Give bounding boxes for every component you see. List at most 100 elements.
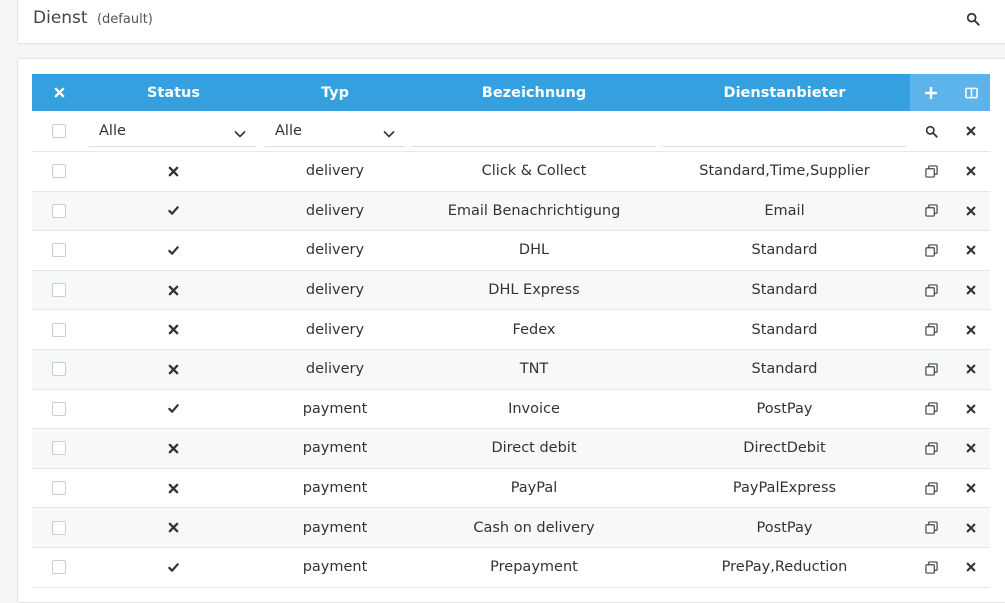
- column-header-typ[interactable]: Typ: [320, 84, 349, 101]
- row-checkbox[interactable]: [52, 481, 66, 496]
- delete-button[interactable]: [952, 548, 990, 587]
- row-typ: payment: [302, 400, 368, 417]
- delete-button[interactable]: [952, 469, 990, 508]
- table-row[interactable]: payment Cash on delivery PostPay: [32, 508, 990, 548]
- table-row[interactable]: payment Invoice PostPay: [32, 390, 990, 430]
- delete-button[interactable]: [952, 192, 990, 231]
- close-icon: [966, 562, 976, 572]
- delete-button[interactable]: [952, 390, 990, 429]
- row-checkbox[interactable]: [52, 203, 66, 218]
- copy-button[interactable]: [910, 548, 952, 587]
- typ-filter-select[interactable]: Alle: [265, 115, 405, 147]
- row-status: [86, 508, 261, 547]
- copy-button[interactable]: [910, 390, 952, 429]
- bezeichnung-filter-input[interactable]: [412, 115, 656, 147]
- clear-selection-button[interactable]: [32, 74, 86, 111]
- delete-button[interactable]: [952, 271, 990, 310]
- delete-button[interactable]: [952, 310, 990, 349]
- row-status: [86, 231, 261, 270]
- filter-search-button[interactable]: [910, 111, 952, 151]
- service-header-card: Dienst (default): [17, 0, 1005, 44]
- table-row[interactable]: payment PayPal PayPalExpress: [32, 469, 990, 509]
- close-icon: [168, 483, 179, 494]
- row-typ: delivery: [305, 163, 365, 180]
- row-status: [86, 469, 261, 508]
- columns-button[interactable]: [952, 74, 990, 111]
- copy-button[interactable]: [910, 152, 952, 191]
- row-select-cell: [32, 231, 86, 270]
- row-dienstanbieter: PrePay,Reduction: [721, 559, 848, 576]
- row-status: [86, 310, 261, 349]
- row-bezeichnung: Direct debit: [491, 440, 577, 457]
- close-icon: [168, 166, 179, 177]
- copy-button[interactable]: [910, 429, 952, 468]
- copy-icon: [924, 363, 938, 376]
- copy-icon: [924, 561, 938, 574]
- close-icon: [966, 364, 976, 374]
- row-status: [86, 271, 261, 310]
- column-header-dienstanbieter[interactable]: Dienstanbieter: [723, 84, 846, 101]
- row-dienstanbieter: PostPay: [756, 519, 813, 536]
- search-icon: [925, 125, 938, 138]
- close-icon: [966, 325, 976, 335]
- row-bezeichnung: Email Benachrichtigung: [447, 202, 621, 219]
- row-checkbox[interactable]: [52, 362, 66, 377]
- row-select-cell: [32, 508, 86, 547]
- table-row[interactable]: delivery TNT Standard: [32, 349, 990, 390]
- copy-button[interactable]: [910, 271, 952, 310]
- chevron-down-icon: [383, 126, 395, 138]
- table-row[interactable]: delivery Fedex Standard: [32, 310, 990, 350]
- row-checkbox[interactable]: [52, 164, 66, 179]
- copy-button[interactable]: [910, 310, 952, 349]
- column-header-status[interactable]: Status: [146, 84, 201, 101]
- row-typ: delivery: [305, 202, 365, 219]
- row-typ: payment: [302, 519, 368, 536]
- copy-icon: [924, 481, 938, 495]
- check-icon: [168, 403, 179, 414]
- delete-button[interactable]: [952, 508, 990, 547]
- row-select-cell: [32, 310, 86, 349]
- row-checkbox[interactable]: [52, 243, 66, 258]
- row-select-cell: [32, 429, 86, 468]
- table-row[interactable]: delivery DHL Standard: [32, 231, 990, 271]
- row-typ: delivery: [305, 242, 365, 259]
- row-status: [86, 350, 261, 389]
- delete-button[interactable]: [952, 429, 990, 468]
- close-icon: [966, 523, 976, 533]
- copy-button[interactable]: [910, 508, 952, 547]
- close-icon: [966, 404, 976, 414]
- copy-button[interactable]: [910, 231, 952, 270]
- delete-button[interactable]: [952, 231, 990, 270]
- dienstanbieter-filter-input[interactable]: [663, 115, 906, 147]
- filter-row: Alle Alle: [32, 111, 990, 152]
- table-row[interactable]: delivery Click & Collect Standard,Time,S…: [32, 152, 990, 192]
- delete-button[interactable]: [952, 152, 990, 191]
- copy-icon: [924, 283, 938, 297]
- copy-button[interactable]: [910, 350, 952, 389]
- filter-clear-button[interactable]: [952, 111, 990, 151]
- row-checkbox[interactable]: [52, 401, 66, 416]
- row-checkbox[interactable]: [52, 322, 66, 337]
- copy-icon: [924, 204, 938, 218]
- delete-button[interactable]: [952, 350, 990, 389]
- row-bezeichnung: Prepayment: [490, 559, 578, 576]
- table-row[interactable]: delivery Email Benachrichtigung Email: [32, 191, 990, 232]
- row-typ: payment: [302, 559, 368, 576]
- status-filter-select[interactable]: Alle: [89, 115, 256, 147]
- row-checkbox[interactable]: [52, 520, 66, 535]
- row-dienstanbieter: PayPalExpress: [732, 480, 837, 497]
- table-row[interactable]: delivery DHL Express Standard: [32, 270, 990, 311]
- row-checkbox[interactable]: [52, 441, 66, 456]
- column-header-bezeichnung[interactable]: Bezeichnung: [481, 84, 587, 101]
- table-row[interactable]: payment Direct debit DirectDebit: [32, 429, 990, 469]
- copy-button[interactable]: [910, 469, 952, 508]
- select-all-checkbox[interactable]: [52, 124, 66, 138]
- row-checkbox[interactable]: [52, 283, 66, 298]
- search-icon[interactable]: [966, 12, 980, 26]
- add-button[interactable]: [910, 74, 952, 111]
- close-icon: [168, 285, 179, 296]
- table-row[interactable]: payment Prepayment PrePay,Reduction: [32, 548, 990, 588]
- row-bezeichnung: Fedex: [512, 321, 556, 338]
- row-checkbox[interactable]: [52, 560, 66, 575]
- copy-button[interactable]: [910, 192, 952, 231]
